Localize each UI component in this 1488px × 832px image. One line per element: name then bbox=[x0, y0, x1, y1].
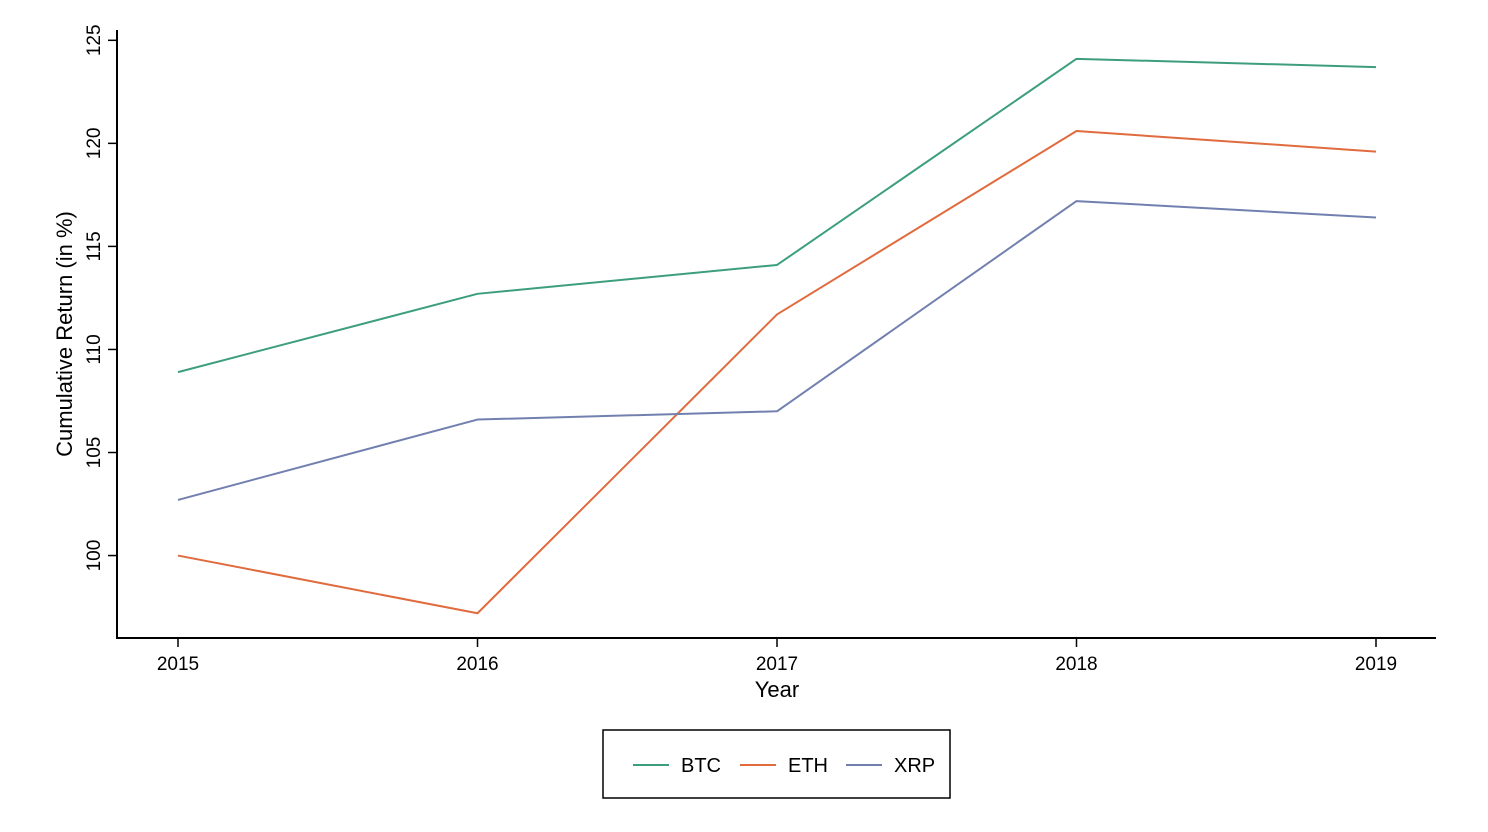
x-tick-label: 2018 bbox=[1055, 654, 1097, 675]
legend-label-btc: BTC bbox=[681, 755, 721, 777]
y-tick-label: 105 bbox=[84, 437, 105, 469]
axes bbox=[116, 30, 1436, 639]
x-tick-label: 2019 bbox=[1355, 654, 1397, 675]
legend-label-eth: ETH bbox=[788, 755, 828, 777]
y-tick-label: 120 bbox=[84, 128, 105, 160]
y-ticks: 100 105 110 115 120 125 bbox=[84, 24, 117, 571]
legend-items: BTC ETH XRP bbox=[633, 755, 935, 777]
y-axis-title: Cumulative Return (in %) bbox=[52, 211, 77, 457]
x-tick-label: 2016 bbox=[456, 654, 498, 675]
series-line-eth bbox=[177, 129, 1377, 615]
legend: BTC ETH XRP bbox=[602, 729, 951, 799]
x-tick-label: 2015 bbox=[157, 654, 199, 675]
y-tick-label: 125 bbox=[84, 24, 105, 56]
legend-label-xrp: XRP bbox=[894, 755, 935, 777]
x-ticks: 2015 2016 2017 2018 2019 bbox=[157, 638, 1397, 675]
y-tick-label: 110 bbox=[84, 334, 105, 364]
y-tick-label: 115 bbox=[84, 231, 105, 261]
y-tick-label: 100 bbox=[84, 540, 105, 572]
series-lines bbox=[177, 57, 1377, 615]
series-line-btc bbox=[177, 57, 1377, 374]
x-tick-label: 2017 bbox=[756, 654, 798, 675]
series-line-xrp bbox=[177, 200, 1377, 501]
x-axis-title: Year bbox=[755, 677, 799, 702]
